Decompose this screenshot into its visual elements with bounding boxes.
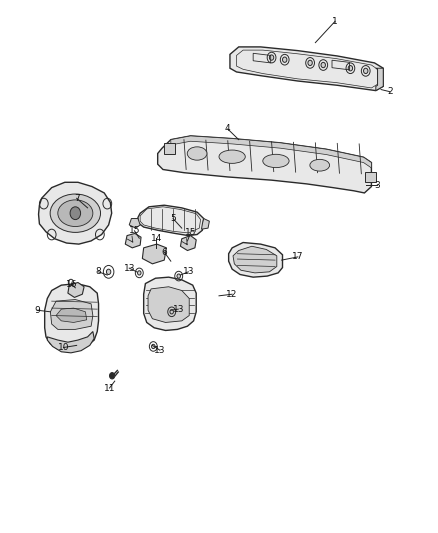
Text: 2: 2 xyxy=(387,87,392,96)
Text: 9: 9 xyxy=(34,306,40,314)
Text: 1: 1 xyxy=(332,17,338,26)
Circle shape xyxy=(106,269,111,274)
Polygon shape xyxy=(171,136,371,168)
Polygon shape xyxy=(148,287,189,322)
Text: 4: 4 xyxy=(225,125,230,133)
Polygon shape xyxy=(47,332,94,353)
Ellipse shape xyxy=(310,159,330,171)
Circle shape xyxy=(308,60,312,66)
Text: 3: 3 xyxy=(374,181,380,190)
Circle shape xyxy=(269,55,274,60)
Ellipse shape xyxy=(263,155,289,168)
Text: 13: 13 xyxy=(173,305,184,313)
Polygon shape xyxy=(376,68,383,91)
Circle shape xyxy=(348,66,353,71)
Polygon shape xyxy=(50,300,93,329)
Circle shape xyxy=(364,68,368,74)
Circle shape xyxy=(321,62,325,68)
Text: 6: 6 xyxy=(161,248,167,256)
Text: 8: 8 xyxy=(95,268,102,276)
Text: 5: 5 xyxy=(170,214,176,223)
Text: 13: 13 xyxy=(183,268,194,276)
Circle shape xyxy=(110,373,115,379)
Circle shape xyxy=(138,271,141,275)
Polygon shape xyxy=(365,172,376,182)
Text: 13: 13 xyxy=(154,346,166,354)
Text: 10: 10 xyxy=(58,343,69,352)
Polygon shape xyxy=(68,282,84,297)
Circle shape xyxy=(283,57,287,62)
Polygon shape xyxy=(129,219,140,228)
Ellipse shape xyxy=(219,150,245,163)
Text: 14: 14 xyxy=(151,234,162,243)
Polygon shape xyxy=(56,308,87,322)
Polygon shape xyxy=(142,244,166,264)
Polygon shape xyxy=(180,236,196,251)
Polygon shape xyxy=(164,143,175,154)
Text: 15: 15 xyxy=(185,229,196,237)
Text: 12: 12 xyxy=(226,290,238,298)
Polygon shape xyxy=(39,182,112,244)
Polygon shape xyxy=(201,219,209,229)
Circle shape xyxy=(70,207,81,220)
Circle shape xyxy=(152,344,155,349)
Polygon shape xyxy=(45,284,99,351)
Polygon shape xyxy=(233,246,277,273)
Polygon shape xyxy=(229,243,283,277)
Polygon shape xyxy=(144,277,196,330)
Polygon shape xyxy=(158,136,371,193)
Text: 11: 11 xyxy=(104,384,115,392)
Ellipse shape xyxy=(50,194,100,232)
Text: 13: 13 xyxy=(124,264,135,272)
Polygon shape xyxy=(125,233,141,248)
Text: 7: 7 xyxy=(74,194,80,203)
Ellipse shape xyxy=(187,147,207,160)
Text: 15: 15 xyxy=(129,227,140,235)
Circle shape xyxy=(177,274,180,278)
Polygon shape xyxy=(230,47,383,91)
Text: 16: 16 xyxy=(66,280,77,288)
Ellipse shape xyxy=(58,200,93,227)
Polygon shape xyxy=(138,205,204,236)
Circle shape xyxy=(170,310,173,314)
Text: 17: 17 xyxy=(292,253,304,261)
